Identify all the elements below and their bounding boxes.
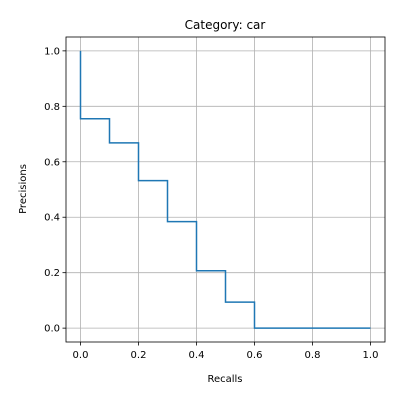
y-tick-label: 1.0: [44, 46, 60, 57]
x-tick-label: 1.0: [363, 350, 379, 361]
y-tick-label: 0.4: [44, 213, 60, 224]
y-axis-ticks: 0.0 0.2 0.4 0.6 0.8 1.0: [44, 46, 66, 335]
y-tick-label: 0.0: [44, 324, 60, 335]
y-tick-label: 0.2: [44, 268, 60, 279]
chart-title: Category: car: [185, 18, 266, 32]
x-tick-label: 0.4: [189, 350, 205, 361]
y-tick-label: 0.8: [44, 102, 60, 113]
plot-frame: [65, 36, 386, 343]
x-axis-ticks: 0.0 0.2 0.4 0.6 0.8 1.0: [73, 342, 379, 361]
y-axis-label: Precisions: [18, 164, 29, 214]
x-tick-label: 0.8: [305, 350, 321, 361]
precision-recall-step-line: [79, 50, 371, 329]
x-tick-label: 0.6: [247, 350, 263, 361]
grid: [66, 37, 385, 342]
y-tick-label: 0.6: [44, 157, 60, 168]
series-layer: [79, 50, 371, 329]
x-axis-label: Recalls: [207, 374, 242, 385]
x-tick-label: 0.0: [73, 350, 89, 361]
x-tick-label: 0.2: [131, 350, 147, 361]
